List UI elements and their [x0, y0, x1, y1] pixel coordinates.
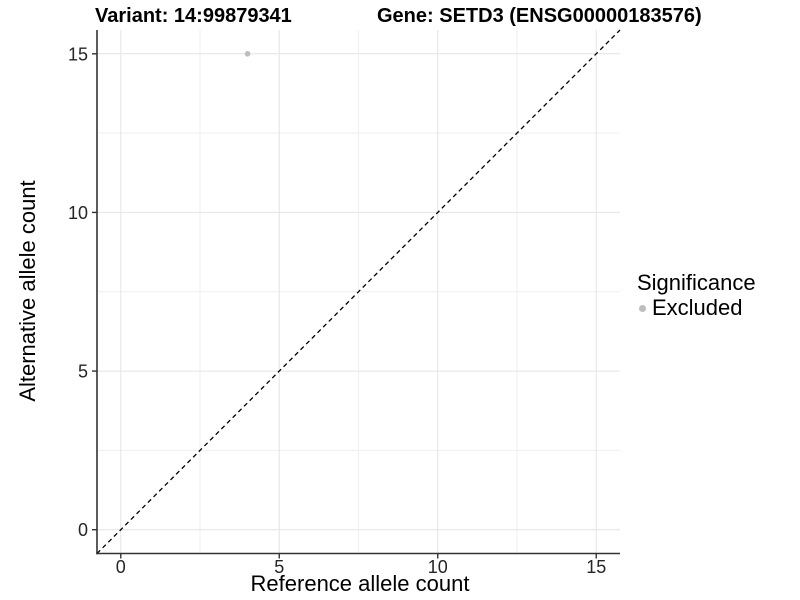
legend-item-excluded: Excluded [637, 296, 756, 320]
y-axis-title: Alternative allele count [15, 180, 40, 402]
legend-title: Significance [637, 270, 756, 295]
y-tick-label: 0 [78, 520, 88, 540]
plot-title-variant: Variant: 14:99879341 [95, 5, 292, 27]
identity-reference-line [96, 29, 621, 554]
legend: Significance Excluded [637, 271, 756, 320]
x-tick-label: 0 [116, 557, 126, 577]
y-tick-label: 15 [68, 44, 88, 64]
x-tick-label: 5 [274, 557, 284, 577]
legend-point-circle-icon [639, 304, 646, 312]
legend-item-label: Excluded [652, 295, 743, 320]
x-tick-label: 10 [428, 557, 448, 577]
y-tick-label: 5 [78, 362, 88, 382]
x-tick-label: 15 [586, 557, 606, 577]
x-axis-title: Reference allele count [250, 571, 470, 596]
plot-title-gene: Gene: SETD3 (ENSG00000183576) [377, 5, 702, 27]
y-tick-label: 10 [68, 203, 88, 223]
data-point [244, 50, 251, 57]
